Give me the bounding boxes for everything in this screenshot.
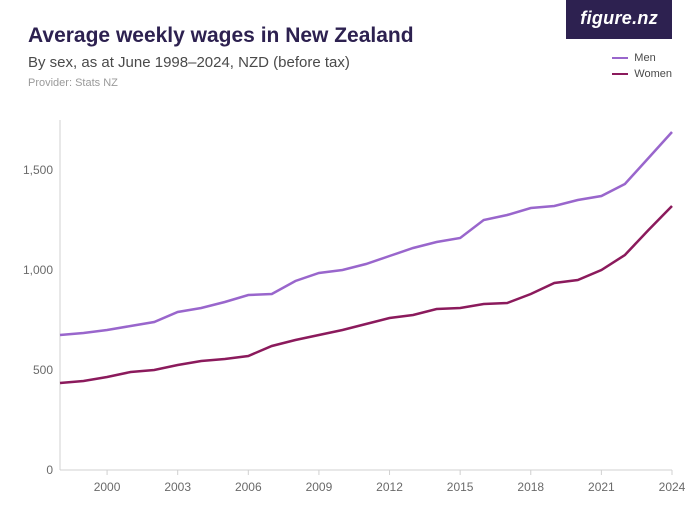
chart-legend: Men Women [612, 52, 672, 84]
series-women [60, 206, 672, 383]
legend-label-men: Men [634, 52, 655, 64]
chart-subtitle: By sex, as at June 1998–2024, NZD (befor… [28, 54, 672, 71]
series-men [60, 132, 672, 335]
legend-item-women: Women [612, 68, 672, 80]
legend-swatch-men [612, 57, 628, 59]
legend-label-women: Women [634, 68, 672, 80]
plot-area [0, 110, 700, 510]
chart-provider: Provider: Stats NZ [28, 77, 672, 89]
logo-text: figure.nz [580, 8, 658, 28]
figurenz-logo: figure.nz [566, 0, 672, 39]
legend-item-men: Men [612, 52, 672, 64]
line-chart: 05001,0001,50020002003200620092012201520… [0, 110, 700, 510]
legend-swatch-women [612, 73, 628, 75]
